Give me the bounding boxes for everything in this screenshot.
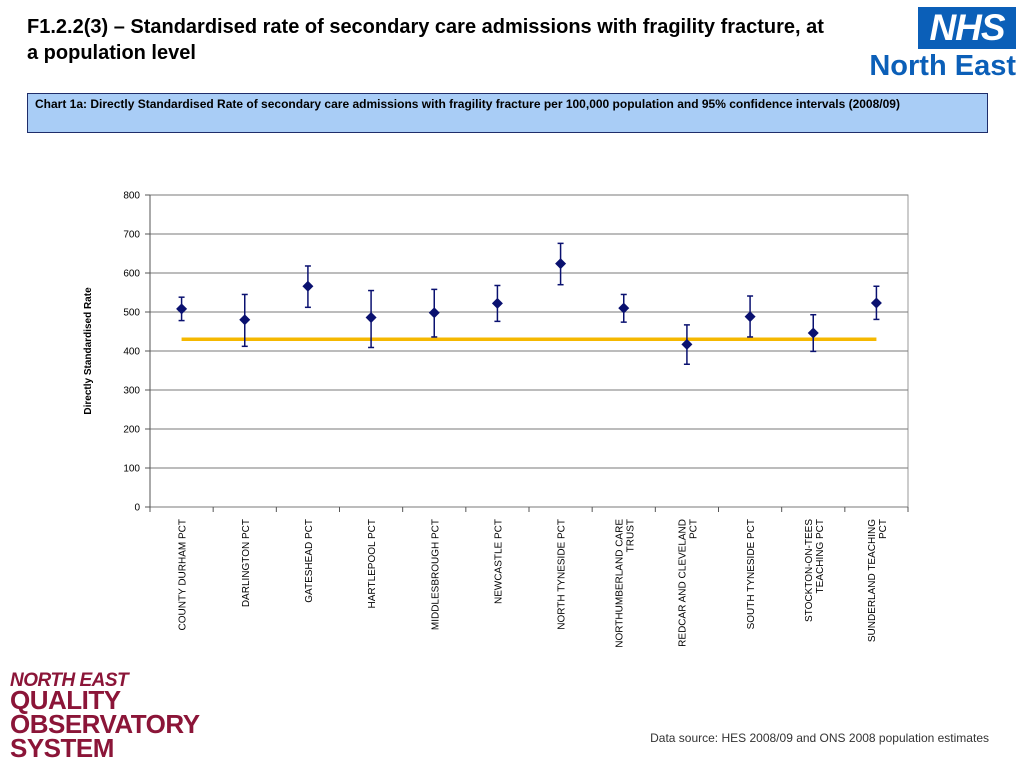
x-category-label: DARLINGTON PCT (241, 519, 252, 607)
y-tick-label: 200 (123, 425, 140, 436)
data-point (744, 311, 756, 323)
x-category-label: NEWCASTLE PCT (493, 519, 504, 604)
y-axis-title: Directly Standardised Rate (83, 287, 94, 415)
qos-logo: NORTH EAST QUALITY OBSERVATORY SYSTEM (10, 670, 200, 764)
y-tick-label: 700 (123, 230, 140, 241)
nhs-north-east-logo: NHS North East (850, 5, 1020, 85)
data-point (176, 303, 188, 315)
data-point (302, 280, 314, 292)
qos-logo-line: QUALITY (10, 685, 121, 716)
data-point (239, 314, 251, 326)
data-source-note: Data source: HES 2008/09 and ONS 2008 po… (650, 731, 989, 745)
x-category-label: NORTHUMBERLAND CARE (614, 519, 625, 648)
x-category-label: TEACHING PCT (815, 519, 826, 593)
y-tick-label: 600 (123, 269, 140, 280)
x-category-label: STOCKTON-ON-TEES (804, 519, 815, 622)
x-category-label: SUNDERLAND TEACHING (867, 519, 878, 642)
data-point (681, 338, 693, 350)
y-tick-label: 300 (123, 386, 140, 397)
qos-logo-line: OBSERVATORY (10, 709, 200, 740)
x-category-label: PCT (878, 519, 889, 539)
x-category-label: PCT (688, 519, 699, 539)
x-category-label: NORTH TYNESIDE PCT (557, 519, 568, 630)
y-tick-label: 0 (134, 503, 140, 514)
data-point (870, 297, 882, 309)
qos-logo-line: NORTH EAST (10, 670, 129, 691)
page-title: F1.2.2(3) – Standardised rate of seconda… (27, 16, 824, 64)
x-category-label: TRUST (625, 519, 636, 552)
x-category-label: COUNTY DURHAM PCT (178, 519, 189, 630)
data-point (491, 297, 503, 309)
y-tick-label: 500 (123, 308, 140, 319)
data-point (807, 327, 819, 339)
x-category-label: MIDDLESBROUGH PCT (430, 519, 441, 630)
x-category-label: HARTLEPOOL PCT (367, 519, 378, 608)
nhs-badge: NHS (918, 7, 1016, 49)
x-category-label: REDCAR AND CLEVELAND (677, 519, 688, 647)
data-point (555, 258, 567, 270)
y-tick-label: 400 (123, 347, 140, 358)
data-point (428, 307, 440, 319)
qos-logo-line: SYSTEM (10, 733, 114, 764)
data-point (365, 311, 377, 323)
chart-subtitle: Chart 1a: Directly Standardised Rate of … (27, 93, 988, 133)
y-tick-label: 100 (123, 464, 140, 475)
data-point (618, 302, 630, 314)
x-category-label: GATESHEAD PCT (304, 519, 315, 603)
nhs-region-label: North East (869, 50, 1016, 82)
y-tick-label: 800 (123, 191, 140, 202)
x-category-label: SOUTH TYNESIDE PCT (746, 519, 757, 629)
